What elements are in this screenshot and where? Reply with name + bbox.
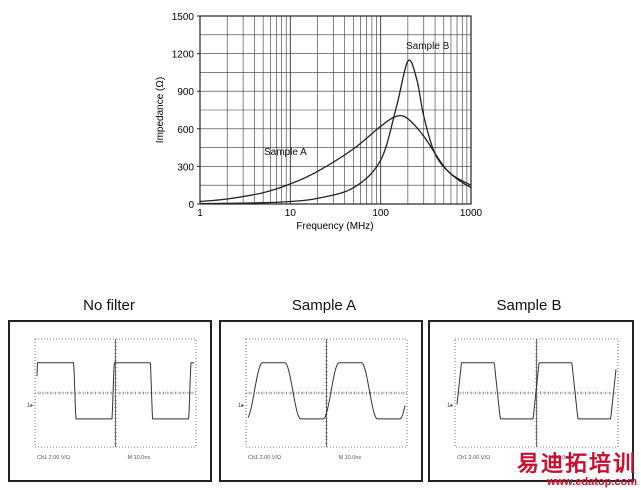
- scope-title-sample-a: Sample A: [291, 297, 357, 314]
- scope-channel-label: Ch1 2.00 V/Ω: [457, 455, 490, 461]
- scope-screen: 1▸ Ch1 2.00 V/Ω M 10.0ns: [447, 338, 619, 461]
- watermark-url: www.edatop.com: [546, 476, 637, 488]
- scope-panel-no-filter: 1▸ Ch1 2.00 V/Ω M 10.0ns: [8, 320, 212, 482]
- y-tick-label: 0: [188, 200, 194, 211]
- scope-panel-sample-a: 1▸ Ch1 2.00 V/Ω M 10.0ns: [219, 320, 423, 482]
- x-tick-label: 100: [372, 208, 389, 219]
- y-tick-label: 1500: [172, 12, 195, 23]
- x-axis-label: Frequency (MHz): [296, 221, 373, 232]
- scope-waveform: [36, 362, 194, 420]
- scope-waveform: [247, 362, 406, 420]
- x-tick-label: 10: [285, 208, 297, 219]
- chart-grid: [200, 16, 471, 204]
- scope-title-sample-b: Sample B: [496, 297, 562, 314]
- scope-time-label: M 10.0ns: [339, 455, 362, 461]
- scope-ground-marker: 1▸: [27, 403, 33, 409]
- scope-screen: 1▸ Ch1 2.00 V/Ω M 10.0ns: [27, 338, 197, 461]
- series-line-sample-a: [199, 114, 472, 203]
- scope-time-label: M 10.0ns: [128, 455, 151, 461]
- scope-panel-sample-b: 1▸ Ch1 2.00 V/Ω M 10.0ns: [428, 320, 634, 482]
- scope-waveform: [456, 362, 617, 420]
- scope-screen: 1▸ Ch1 2.00 V/Ω M 10.0ns: [238, 338, 408, 461]
- watermark-logo: 易迪拓培训 www.edatop.com: [516, 451, 637, 489]
- scope-ground-marker: 1▸: [447, 403, 453, 409]
- y-tick-label: 600: [177, 125, 194, 136]
- scope-ground-marker: 1▸: [238, 403, 244, 409]
- y-tick-label: 1200: [172, 50, 195, 61]
- plot-frame: [199, 15, 472, 205]
- scope-title-no-filter: No filter: [83, 297, 135, 314]
- x-tick-label: 1000: [460, 208, 483, 219]
- impedance-chart: 1 10 100 1000 0 300 600 900 1200 1500 Frequency (…: [155, 12, 483, 232]
- scope-channel-label: Ch1 2.00 V/Ω: [37, 455, 70, 461]
- x-tick-label: 1: [197, 208, 203, 219]
- annotation-sample-b: Sample B: [406, 41, 450, 52]
- scope-time-label: M 10.0ns: [549, 455, 572, 461]
- scope-channel-label: Ch1 2.00 V/Ω: [248, 455, 281, 461]
- y-tick-label: 900: [177, 87, 194, 98]
- y-axis-label: Impedance (Ω): [155, 77, 166, 143]
- series-line-sample-b: [199, 59, 472, 205]
- watermark-text: 易迪拓培训: [516, 451, 637, 476]
- series-lines: [199, 59, 472, 205]
- tick-labels: 1 10 100 1000 0 300 600 900 1200 1500: [172, 12, 483, 219]
- y-tick-label: 300: [177, 162, 194, 173]
- annotation-sample-a: Sample A: [264, 147, 307, 158]
